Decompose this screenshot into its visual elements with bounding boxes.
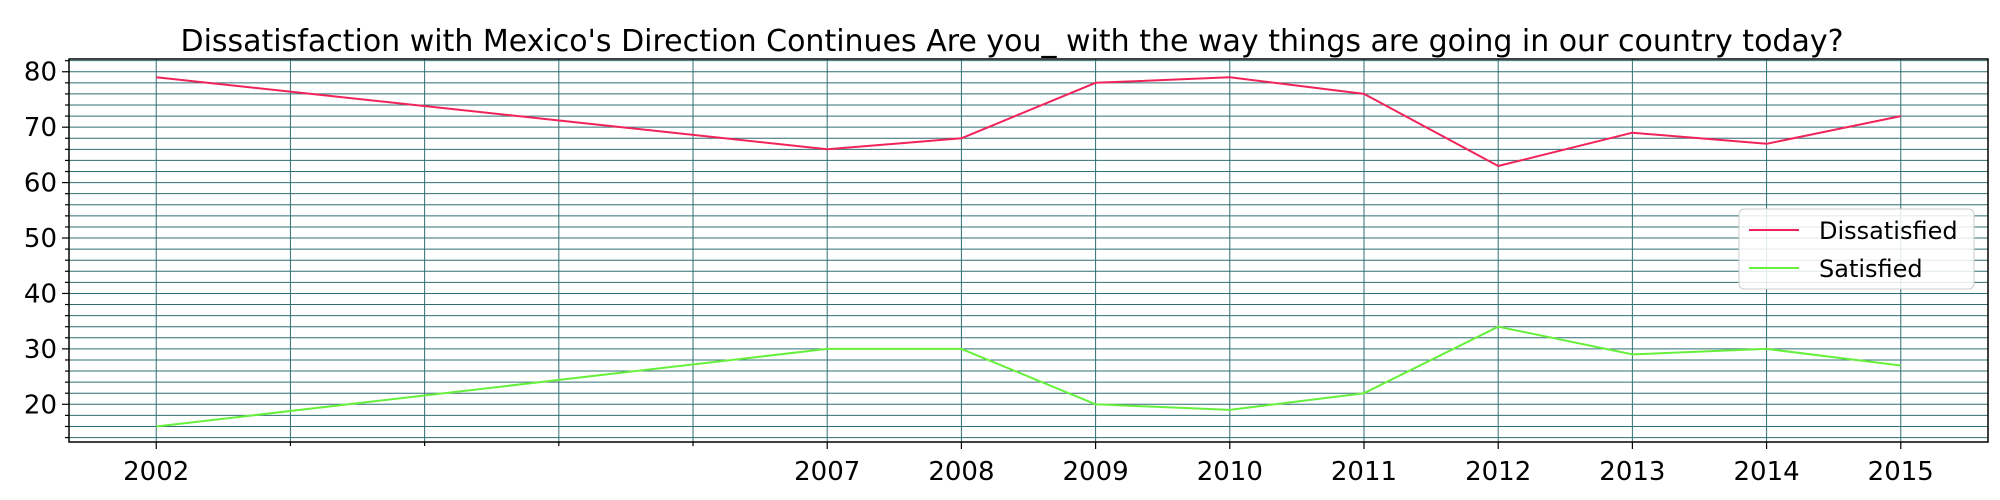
x-tick-label: 2012 [1465,457,1531,487]
legend-label: Satisfied [1819,255,1923,283]
y-tick-label: 40 [24,279,57,309]
x-tick-label: 2007 [794,457,860,487]
x-tick-label: 2008 [928,457,994,487]
x-tick-label: 2009 [1063,457,1129,487]
y-tick-label: 80 [24,58,57,88]
legend: Dissatisfied Satisfied [1738,208,1975,290]
axes: 20 30 40 50 60 70 80 2002 2007 2008 2009 2010 2011 20… [24,58,1989,487]
y-tick-label: 60 [24,169,57,199]
series-line-dissatisfied [156,76,1902,167]
y-tick-label: 20 [24,390,57,420]
x-tick-label: 2014 [1733,457,1799,487]
plot-frame [68,58,1989,443]
x-tick-label: 2011 [1331,457,1397,487]
x-tick-label: 2010 [1197,457,1263,487]
x-tick-label: 2015 [1868,457,1934,487]
y-tick-label: 30 [24,335,57,365]
x-tick-label: 2002 [123,457,189,487]
x-tick-label: 2013 [1599,457,1665,487]
legend-label: Dissatisfied [1819,217,1958,245]
series-line-satisfied [156,325,1901,428]
y-tick-label: 50 [24,224,57,254]
chart-title: Dissatisfaction with Mexico's Direction … [180,24,1843,59]
series-lines [156,76,1902,428]
y-tick-label: 70 [24,113,57,143]
grid [69,59,1988,442]
